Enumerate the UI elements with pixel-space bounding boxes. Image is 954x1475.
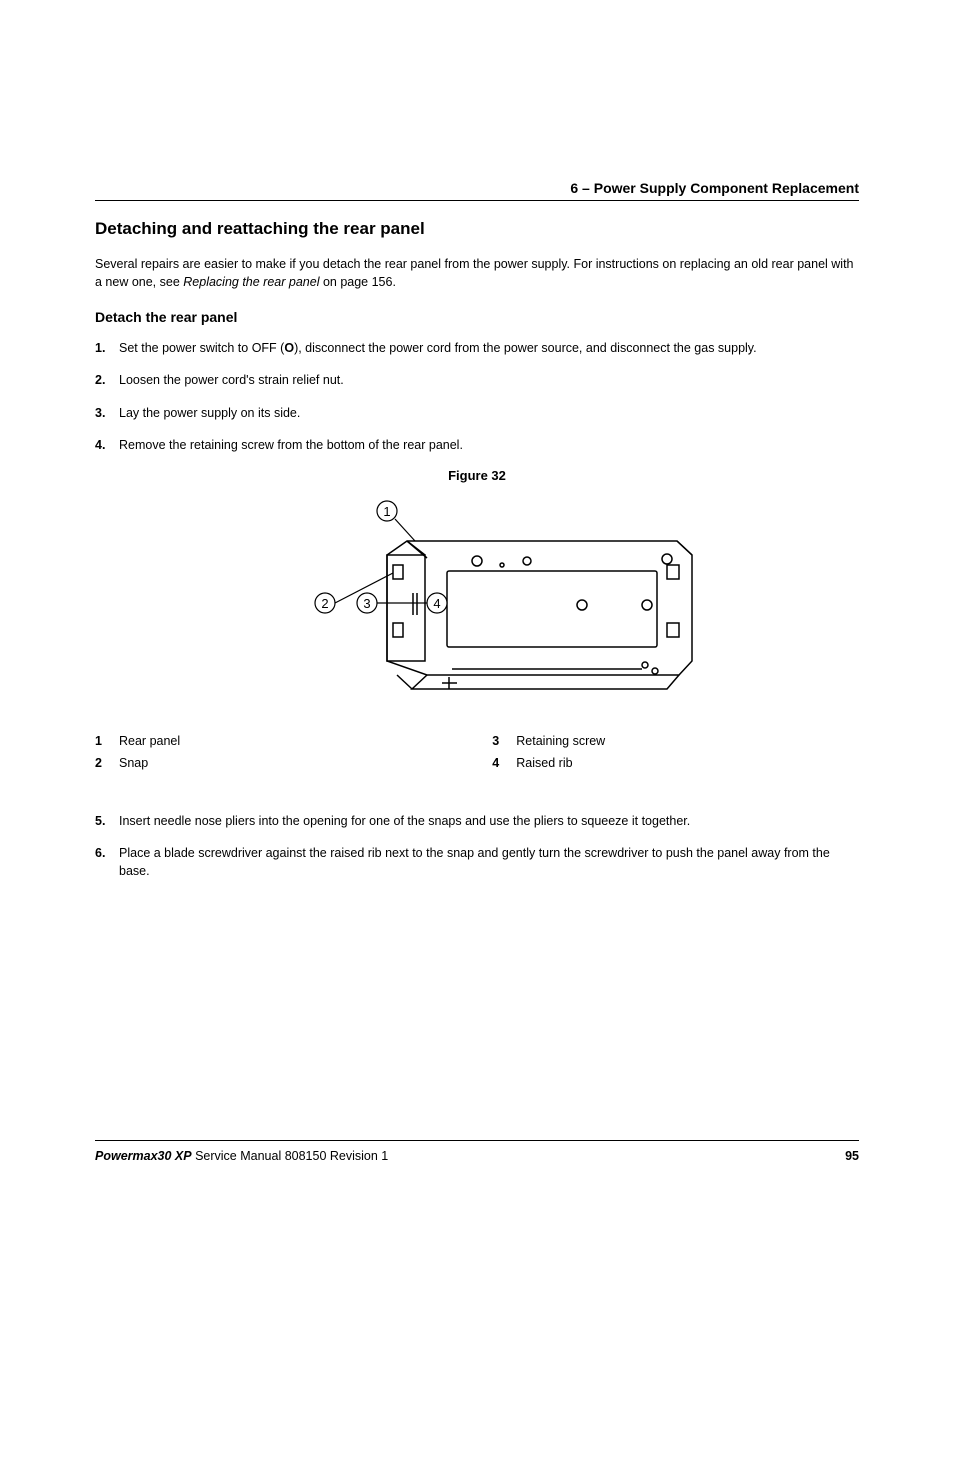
figure-32: 1 2 3 4 bbox=[95, 493, 859, 716]
legend-item: 2 Snap bbox=[95, 756, 462, 770]
figure-legend: 1 Rear panel 2 Snap 3 Retaining screw 4 … bbox=[95, 734, 859, 778]
footer-left: Powermax30 XP Service Manual 808150 Revi… bbox=[95, 1149, 388, 1163]
step-text-post: ), disconnect the power cord from the po… bbox=[294, 341, 757, 355]
step-item: 4. Remove the retaining screw from the b… bbox=[95, 436, 859, 454]
figure-svg: 1 2 3 4 bbox=[247, 493, 707, 713]
legend-num: 3 bbox=[492, 734, 516, 748]
footer-page-number: 95 bbox=[845, 1149, 859, 1163]
step-item: 3. Lay the power supply on its side. bbox=[95, 404, 859, 422]
step-item: 1. Set the power switch to OFF (O), disc… bbox=[95, 339, 859, 357]
svg-text:1: 1 bbox=[383, 504, 390, 519]
legend-left: 1 Rear panel 2 Snap bbox=[95, 734, 462, 778]
svg-text:3: 3 bbox=[363, 596, 370, 611]
section-title: Detaching and reattaching the rear panel bbox=[95, 219, 859, 239]
step-text: Lay the power supply on its side. bbox=[119, 404, 859, 422]
step-text: Insert needle nose pliers into the openi… bbox=[119, 812, 859, 830]
chapter-title: 6 – Power Supply Component Replacement bbox=[95, 180, 859, 196]
steps-b: 5. Insert needle nose pliers into the op… bbox=[95, 812, 859, 880]
header-rule: 6 – Power Supply Component Replacement bbox=[95, 180, 859, 201]
svg-text:2: 2 bbox=[321, 596, 328, 611]
steps-a: 1. Set the power switch to OFF (O), disc… bbox=[95, 339, 859, 454]
legend-text: Rear panel bbox=[119, 734, 180, 748]
step-text: Loosen the power cord's strain relief nu… bbox=[119, 371, 859, 389]
step-text-pre: Set the power switch to OFF ( bbox=[119, 341, 284, 355]
legend-text: Snap bbox=[119, 756, 148, 770]
legend-text: Raised rib bbox=[516, 756, 572, 770]
step-text: Remove the retaining screw from the bott… bbox=[119, 436, 859, 454]
page-footer: Powermax30 XP Service Manual 808150 Revi… bbox=[95, 1140, 859, 1163]
legend-num: 1 bbox=[95, 734, 119, 748]
legend-item: 3 Retaining screw bbox=[492, 734, 859, 748]
legend-item: 4 Raised rib bbox=[492, 756, 859, 770]
step-item: 5. Insert needle nose pliers into the op… bbox=[95, 812, 859, 830]
step-number: 4. bbox=[95, 436, 119, 454]
step-text: Place a blade screwdriver against the ra… bbox=[119, 844, 859, 880]
step-number: 5. bbox=[95, 812, 119, 830]
footer-rest: Service Manual 808150 Revision 1 bbox=[192, 1149, 389, 1163]
step-item: 2. Loosen the power cord's strain relief… bbox=[95, 371, 859, 389]
step-number: 2. bbox=[95, 371, 119, 389]
step-number: 3. bbox=[95, 404, 119, 422]
step-text-bold: O bbox=[284, 341, 294, 355]
section-intro: Several repairs are easier to make if yo… bbox=[95, 255, 859, 291]
legend-right: 3 Retaining screw 4 Raised rib bbox=[492, 734, 859, 778]
intro-italic: Replacing the rear panel bbox=[183, 275, 319, 289]
legend-num: 4 bbox=[492, 756, 516, 770]
legend-item: 1 Rear panel bbox=[95, 734, 462, 748]
step-number: 1. bbox=[95, 339, 119, 357]
step-number: 6. bbox=[95, 844, 119, 880]
footer-product: Powermax30 XP bbox=[95, 1149, 192, 1163]
subsection-title: Detach the rear panel bbox=[95, 309, 859, 325]
legend-num: 2 bbox=[95, 756, 119, 770]
step-item: 6. Place a blade screwdriver against the… bbox=[95, 844, 859, 880]
figure-label: Figure 32 bbox=[95, 468, 859, 483]
intro-post: on page 156. bbox=[319, 275, 395, 289]
step-text: Set the power switch to OFF (O), disconn… bbox=[119, 339, 859, 357]
svg-text:4: 4 bbox=[433, 596, 440, 611]
legend-text: Retaining screw bbox=[516, 734, 605, 748]
